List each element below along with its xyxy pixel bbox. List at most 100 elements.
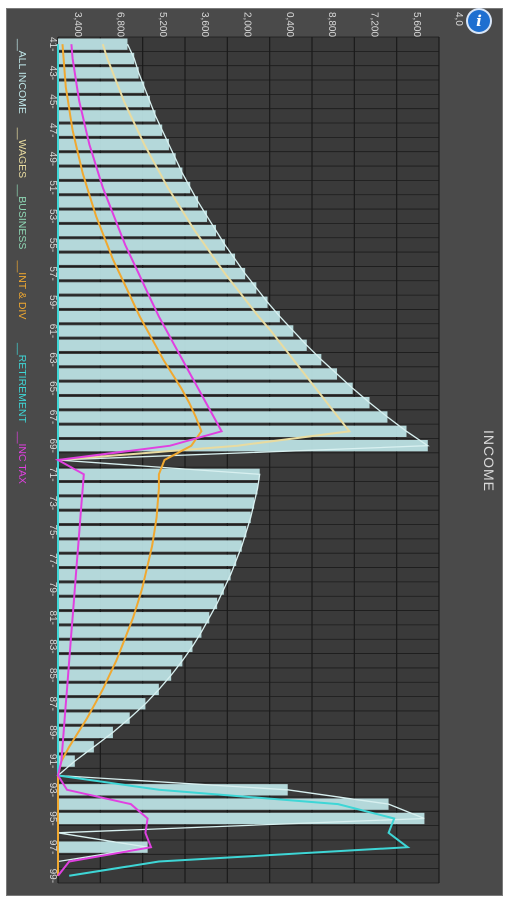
- category-tick-label: 73-: [47, 496, 58, 510]
- category-tick-label: 71-: [47, 467, 58, 481]
- series-line-int-div: [57, 44, 203, 876]
- value-tick-label: 3,600: [199, 12, 210, 37]
- bar-all-income: [58, 784, 288, 796]
- category-tick-label: 51-: [47, 180, 58, 194]
- category-tick-label: 91-: [47, 754, 58, 768]
- category-tick-label: 53-: [47, 209, 58, 223]
- category-tick-label: 81-: [47, 611, 58, 625]
- category-tick-label: 65-: [47, 381, 58, 395]
- bar-all-income: [58, 38, 128, 50]
- bar-all-income: [58, 626, 202, 638]
- legend-item: __ALL INCOME: [16, 38, 28, 114]
- bar-all-income: [58, 52, 135, 65]
- category-tick-label: 85-: [47, 668, 58, 682]
- legend-item: __INC TAX: [16, 431, 28, 484]
- bar-all-income: [58, 167, 183, 179]
- chart-panel: 41- 43- 45- 47- 49- 51- 53- 55- 57- 59- 61- 63- 65- 6…: [6, 8, 503, 896]
- bar-all-income: [58, 382, 353, 394]
- category-tick-label: 55-: [47, 238, 58, 252]
- bar-all-income: [58, 683, 159, 696]
- category-tick-label: 63-: [47, 352, 58, 366]
- bar-all-income: [58, 310, 280, 323]
- category-tick-label: 97-: [47, 840, 58, 854]
- bar-all-income: [58, 282, 257, 294]
- category-tick-label: 69-: [47, 438, 58, 452]
- bar-all-income: [58, 583, 224, 595]
- bar-all-income: [58, 153, 176, 165]
- bar-all-income: [58, 210, 208, 222]
- value-tick-label: 5,200: [157, 12, 168, 37]
- bar-all-income: [58, 483, 258, 495]
- bar-all-income: [58, 411, 388, 423]
- income-chart: 41- 43- 45- 47- 49- 51- 53- 55- 57- 59- 61- 63- 65- 6…: [16, 12, 497, 884]
- bar-all-income: [58, 569, 231, 581]
- bar-all-income: [58, 712, 130, 724]
- category-tick-label: 89-: [47, 725, 58, 739]
- category-tick-label: 95-: [47, 811, 58, 825]
- bar-all-income: [58, 181, 191, 194]
- series-line-inc-tax: [54, 44, 224, 877]
- category-tick-label: 49-: [47, 152, 58, 166]
- bar-all-income: [58, 425, 407, 437]
- bar-all-income: [58, 339, 307, 351]
- category-tick-label: 99-: [47, 869, 58, 883]
- legend-item: __WAGES: [16, 127, 28, 178]
- bar-all-income: [58, 812, 425, 825]
- legend-item: __RETIREMENT: [16, 342, 28, 424]
- category-tick-label: 47-: [47, 123, 58, 137]
- bar-all-income: [58, 755, 75, 767]
- chart-title: INCOME: [481, 430, 497, 492]
- bar-all-income: [58, 224, 217, 237]
- bar-all-income: [58, 95, 150, 108]
- bar-all-income: [58, 640, 193, 653]
- bar-all-income: [58, 511, 251, 524]
- bar-all-income: [58, 540, 242, 552]
- value-tick-label: 3,400: [72, 12, 83, 37]
- category-tick-label: 41-: [47, 37, 58, 51]
- category-tick-label: 75-: [47, 524, 58, 538]
- value-tick-label: 7,200: [369, 12, 380, 37]
- category-tick-label: 57-: [47, 266, 58, 280]
- bar-all-income: [58, 67, 139, 79]
- bar-all-income: [58, 267, 246, 280]
- bar-all-income: [58, 253, 236, 265]
- category-tick-label: 83-: [47, 639, 58, 653]
- bar-all-income: [58, 698, 146, 710]
- category-tick-label: 59-: [47, 295, 58, 309]
- category-tick-label: 61-: [47, 324, 58, 338]
- bar-all-income: [58, 296, 268, 308]
- category-tick-label: 43-: [47, 66, 58, 80]
- bar-all-income: [58, 396, 370, 409]
- category-tick-label: 87-: [47, 697, 58, 711]
- bar-all-income: [58, 138, 169, 151]
- legend-item: __BUSINESS: [16, 184, 28, 250]
- legend-item: __INT & DIV: [16, 260, 28, 320]
- value-tick-label: 6,800: [115, 12, 126, 37]
- bar-all-income: [58, 526, 247, 538]
- info-icon[interactable]: i: [468, 10, 490, 32]
- bar-all-income: [58, 196, 199, 208]
- bar-all-income: [58, 554, 237, 567]
- value-tick-label: 2,000: [242, 12, 253, 37]
- bar-all-income: [58, 798, 389, 810]
- value-tick-label: 0,400: [284, 12, 295, 37]
- bar-all-income: [58, 497, 255, 509]
- category-tick-label: 93-: [47, 783, 58, 797]
- bar-all-income: [58, 368, 338, 380]
- bar-all-income: [58, 741, 94, 753]
- category-tick-label: 67-: [47, 410, 58, 424]
- bar-all-income: [58, 110, 156, 122]
- bar-all-income: [58, 325, 294, 337]
- bar-all-income: [58, 841, 148, 853]
- bar-all-income: [58, 655, 183, 667]
- value-tick-label: 4,0: [453, 12, 464, 26]
- bar-all-income: [58, 124, 163, 136]
- bar-all-income: [58, 81, 145, 93]
- bar-all-income: [58, 239, 225, 251]
- value-tick-label: 5,600: [411, 12, 422, 37]
- category-tick-label: 79-: [47, 582, 58, 596]
- bar-all-income: [58, 726, 113, 739]
- bar-all-income: [58, 353, 322, 366]
- value-tick-label: 8,800: [326, 12, 337, 37]
